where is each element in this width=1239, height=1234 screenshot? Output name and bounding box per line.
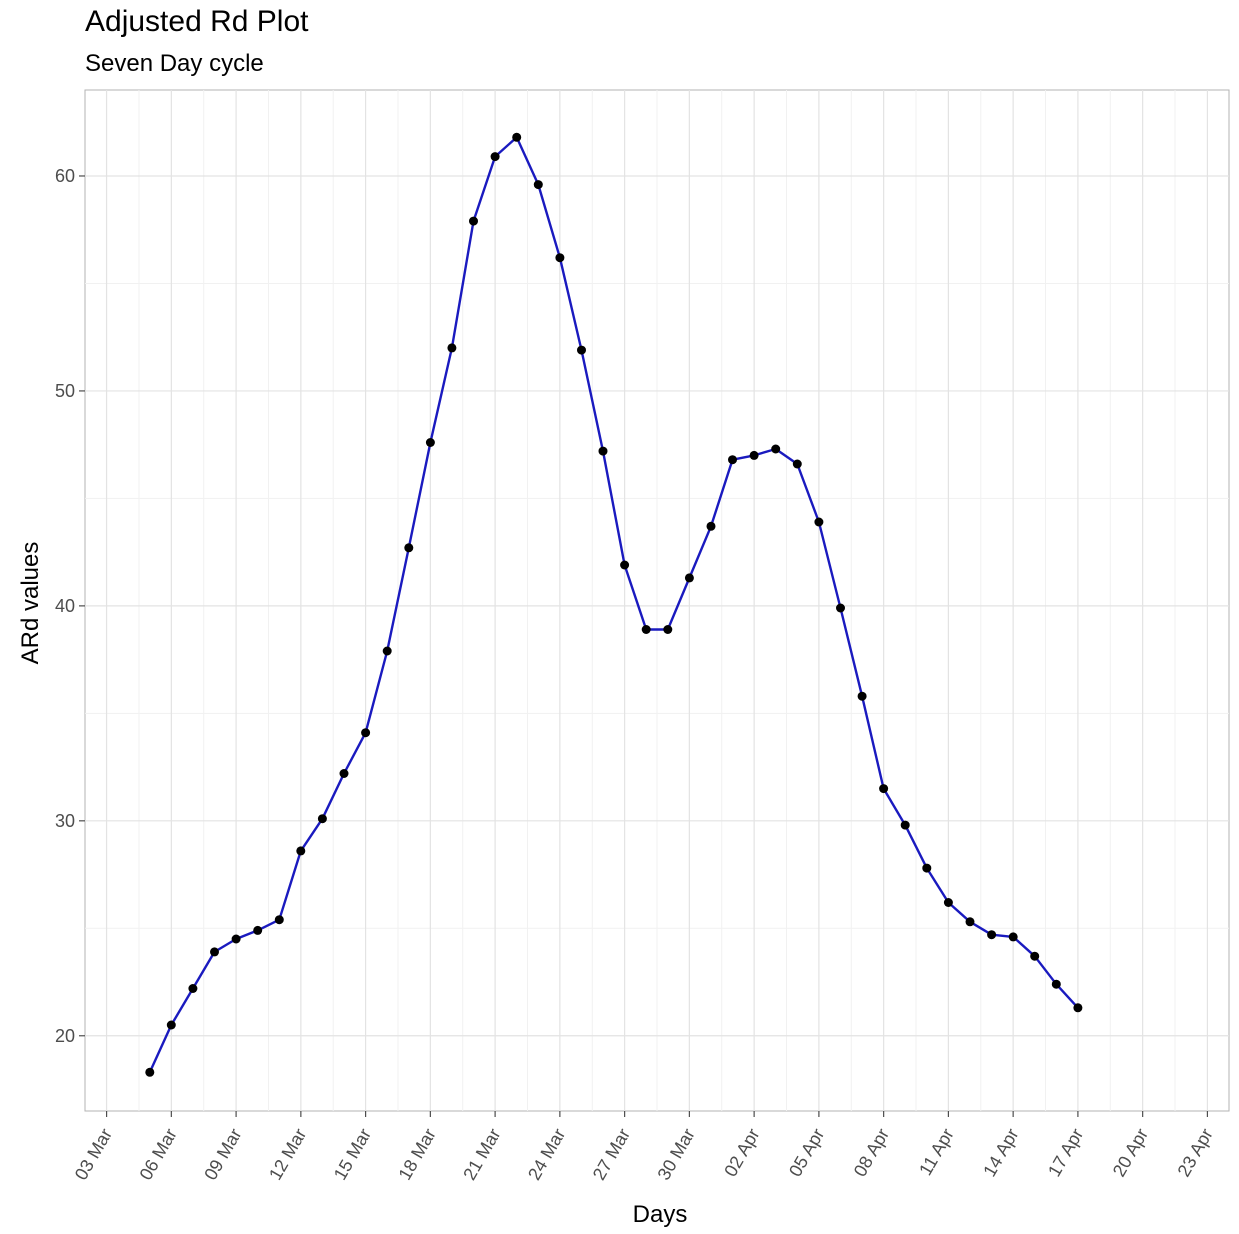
data-point xyxy=(1073,1003,1083,1013)
data-point xyxy=(922,863,932,873)
x-tick-label: 05 Apr xyxy=(785,1125,828,1180)
data-point xyxy=(382,646,392,656)
data-point xyxy=(663,625,673,634)
x-tick-label: 11 Apr xyxy=(915,1125,958,1179)
data-point xyxy=(404,543,414,553)
data-point xyxy=(231,934,241,944)
data-point xyxy=(361,728,371,738)
data-point xyxy=(706,521,716,531)
chart-title: Adjusted Rd Plot xyxy=(85,5,309,38)
data-point xyxy=(317,814,327,824)
data-point xyxy=(749,450,759,460)
data-point xyxy=(598,446,608,456)
grid-major xyxy=(85,90,1229,1111)
x-tick-label: 09 Mar xyxy=(200,1125,245,1184)
x-tick-label: 08 Apr xyxy=(850,1125,893,1180)
data-point xyxy=(512,132,522,142)
data-point xyxy=(857,691,867,701)
y-axis-title: ARd values xyxy=(17,542,44,665)
y-axis: 20 30 40 50 60 xyxy=(55,166,85,1046)
y-tick-label: 40 xyxy=(55,596,75,616)
x-tick-label: 23 Apr xyxy=(1174,1125,1217,1180)
y-tick-label: 20 xyxy=(55,1026,75,1046)
data-point xyxy=(210,947,219,957)
x-tick-label: 06 Mar xyxy=(135,1125,180,1184)
x-tick-label: 24 Mar xyxy=(524,1125,569,1184)
data-point xyxy=(533,180,543,190)
x-tick-label: 15 Mar xyxy=(330,1125,375,1184)
data-point xyxy=(447,343,457,353)
x-tick-label: 14 Apr xyxy=(979,1125,1022,1180)
data-point xyxy=(965,917,975,927)
x-tick-label: 20 Apr xyxy=(1109,1125,1152,1180)
x-tick-label: 30 Mar xyxy=(654,1125,699,1184)
y-tick-label: 30 xyxy=(55,811,75,831)
x-axis: 03 Mar 06 Mar 09 Mar 12 Mar 15 Mar 18 Mar 21 M… xyxy=(71,1111,1217,1184)
x-axis-title: Days xyxy=(633,1201,688,1228)
series-points-group xyxy=(145,132,1083,1077)
x-tick-label: 12 Mar xyxy=(265,1125,310,1184)
x-tick-label: 02 Apr xyxy=(720,1125,763,1180)
grid-minor xyxy=(85,90,1229,1111)
data-point xyxy=(577,345,586,355)
data-point xyxy=(879,784,889,794)
series-line-group xyxy=(148,136,1079,1073)
data-point xyxy=(425,438,435,447)
data-point xyxy=(339,769,349,778)
x-tick-label: 18 Mar xyxy=(394,1125,439,1184)
data-point xyxy=(620,560,630,570)
data-point xyxy=(792,459,802,469)
data-point xyxy=(836,603,845,613)
series-line xyxy=(148,136,1079,1073)
data-point xyxy=(987,930,997,940)
y-tick-label: 50 xyxy=(55,381,75,401)
data-point xyxy=(1030,951,1040,961)
x-tick-label: 03 Mar xyxy=(71,1125,116,1184)
data-point xyxy=(684,573,694,583)
chart-subtitle: Seven Day cycle xyxy=(85,50,264,77)
x-tick-label: 21 Mar xyxy=(459,1125,504,1184)
data-point xyxy=(641,625,651,634)
data-point xyxy=(900,820,910,830)
data-point xyxy=(555,253,565,263)
data-point xyxy=(943,898,953,907)
data-point xyxy=(814,517,824,527)
data-point xyxy=(188,984,198,993)
data-point xyxy=(253,925,263,935)
data-point xyxy=(296,846,306,856)
data-point xyxy=(166,1020,176,1030)
data-point xyxy=(469,216,478,226)
data-point xyxy=(490,152,500,162)
data-point xyxy=(771,444,781,454)
y-tick-label: 60 xyxy=(55,166,75,186)
data-point xyxy=(1008,932,1018,942)
data-point xyxy=(1051,979,1061,989)
data-point xyxy=(728,455,737,465)
data-point xyxy=(145,1067,155,1077)
data-point xyxy=(274,915,284,925)
x-tick-label: 27 Mar xyxy=(589,1125,634,1184)
x-tick-label: 17 Apr xyxy=(1044,1125,1087,1180)
